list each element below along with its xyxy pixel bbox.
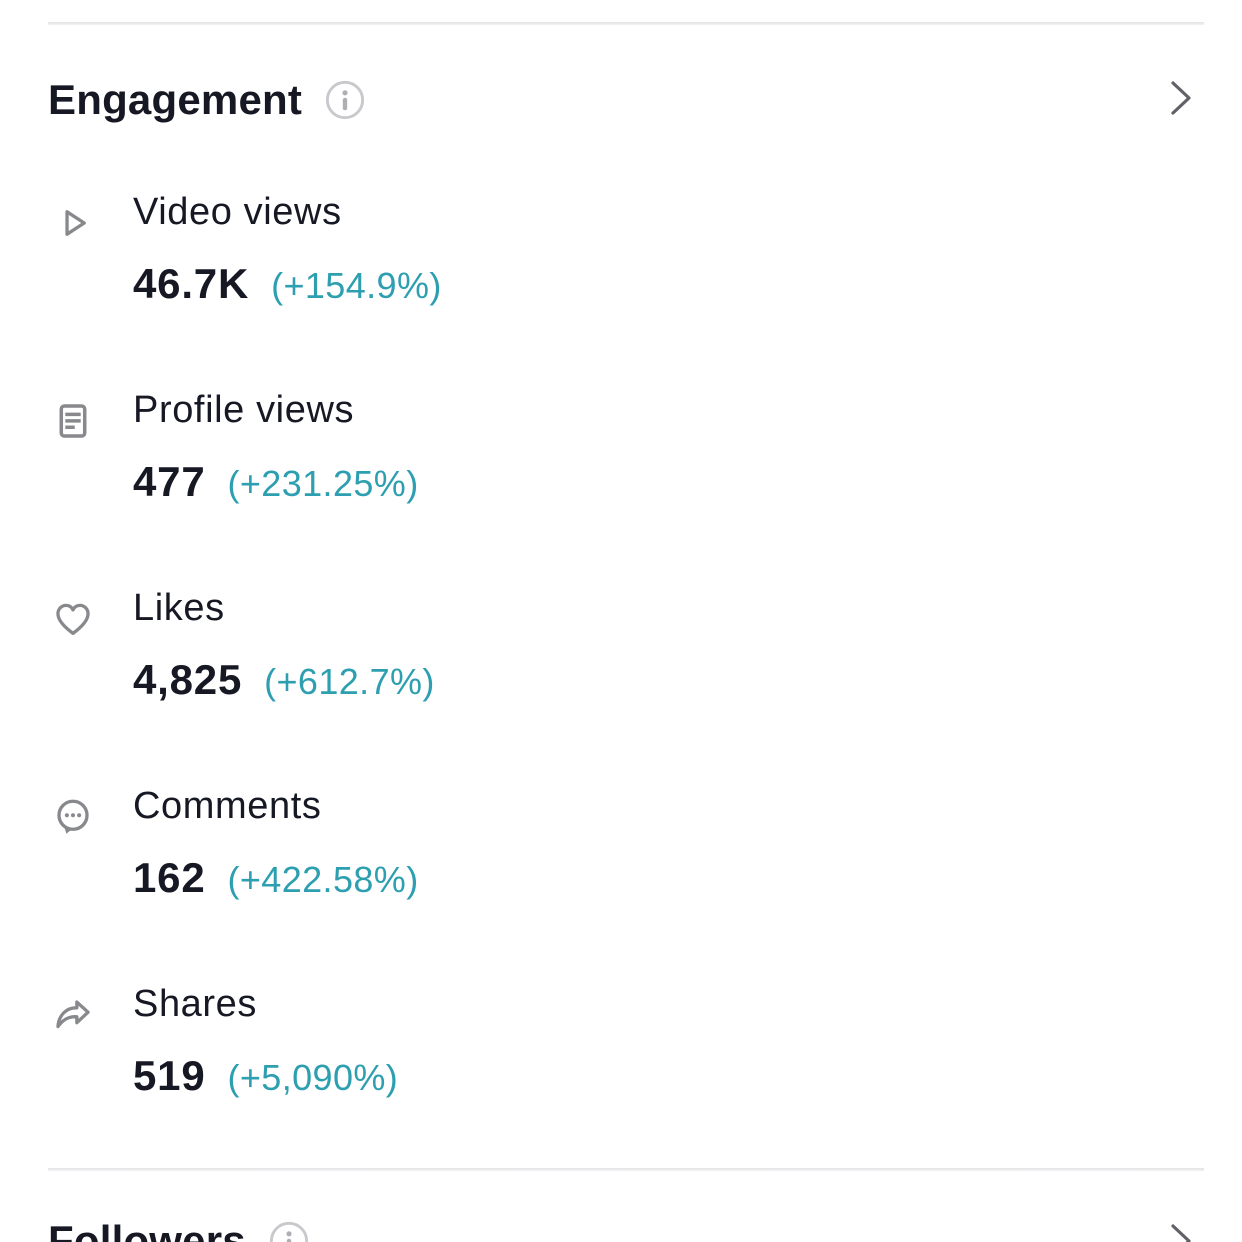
- metric-row-video-views: Video views 46.7K (+154.9%): [0, 190, 1242, 340]
- bottom-divider: [48, 1168, 1204, 1171]
- metric-value: 477: [133, 458, 206, 505]
- chevron-right-icon[interactable]: [1158, 76, 1202, 120]
- metric-value: 4,825: [133, 656, 243, 703]
- metric-change: (+612.7%): [264, 661, 435, 702]
- metric-change: (+5,090%): [227, 1057, 399, 1098]
- heart-icon: [52, 598, 94, 640]
- metric-row-profile-views: Profile views 477 (+231.25%): [0, 388, 1242, 538]
- metric-value: 162: [133, 854, 206, 901]
- metric-label: Likes: [133, 587, 225, 629]
- play-icon: [52, 202, 94, 244]
- metric-value: 46.7K: [133, 260, 250, 307]
- metric-value-line: 162 (+422.58%): [133, 852, 419, 906]
- metric-row-likes: Likes 4,825 (+612.7%): [0, 586, 1242, 736]
- metric-row-comments: Comments 162 (+422.58%): [0, 784, 1242, 934]
- metric-value: 519: [133, 1052, 206, 1099]
- followers-section-header[interactable]: Followers: [48, 1213, 1122, 1242]
- metric-value-line: 46.7K (+154.9%): [133, 258, 442, 312]
- metric-label: Shares: [133, 983, 258, 1025]
- metric-row-shares: Shares 519 (+5,090%): [0, 982, 1242, 1132]
- metric-label: Video views: [133, 191, 342, 233]
- profile-card-icon: [52, 400, 94, 442]
- engagement-section-header[interactable]: Engagement: [48, 72, 1122, 128]
- info-icon[interactable]: [324, 79, 366, 121]
- metric-value-line: 4,825 (+612.7%): [133, 654, 435, 708]
- engagement-title: Engagement: [48, 76, 303, 123]
- metric-change: (+154.9%): [271, 265, 442, 306]
- comment-bubble-icon: [52, 796, 94, 838]
- chevron-right-icon[interactable]: [1158, 1219, 1202, 1242]
- info-icon[interactable]: [268, 1220, 310, 1242]
- share-arrow-icon: [52, 994, 94, 1036]
- metric-label: Comments: [133, 785, 322, 827]
- metric-change: (+422.58%): [227, 859, 419, 900]
- followers-title: Followers: [48, 1217, 246, 1242]
- top-divider: [48, 22, 1204, 25]
- metric-change: (+231.25%): [227, 463, 419, 504]
- metric-value-line: 519 (+5,090%): [133, 1050, 398, 1104]
- metric-value-line: 477 (+231.25%): [133, 456, 419, 510]
- metric-label: Profile views: [133, 389, 355, 431]
